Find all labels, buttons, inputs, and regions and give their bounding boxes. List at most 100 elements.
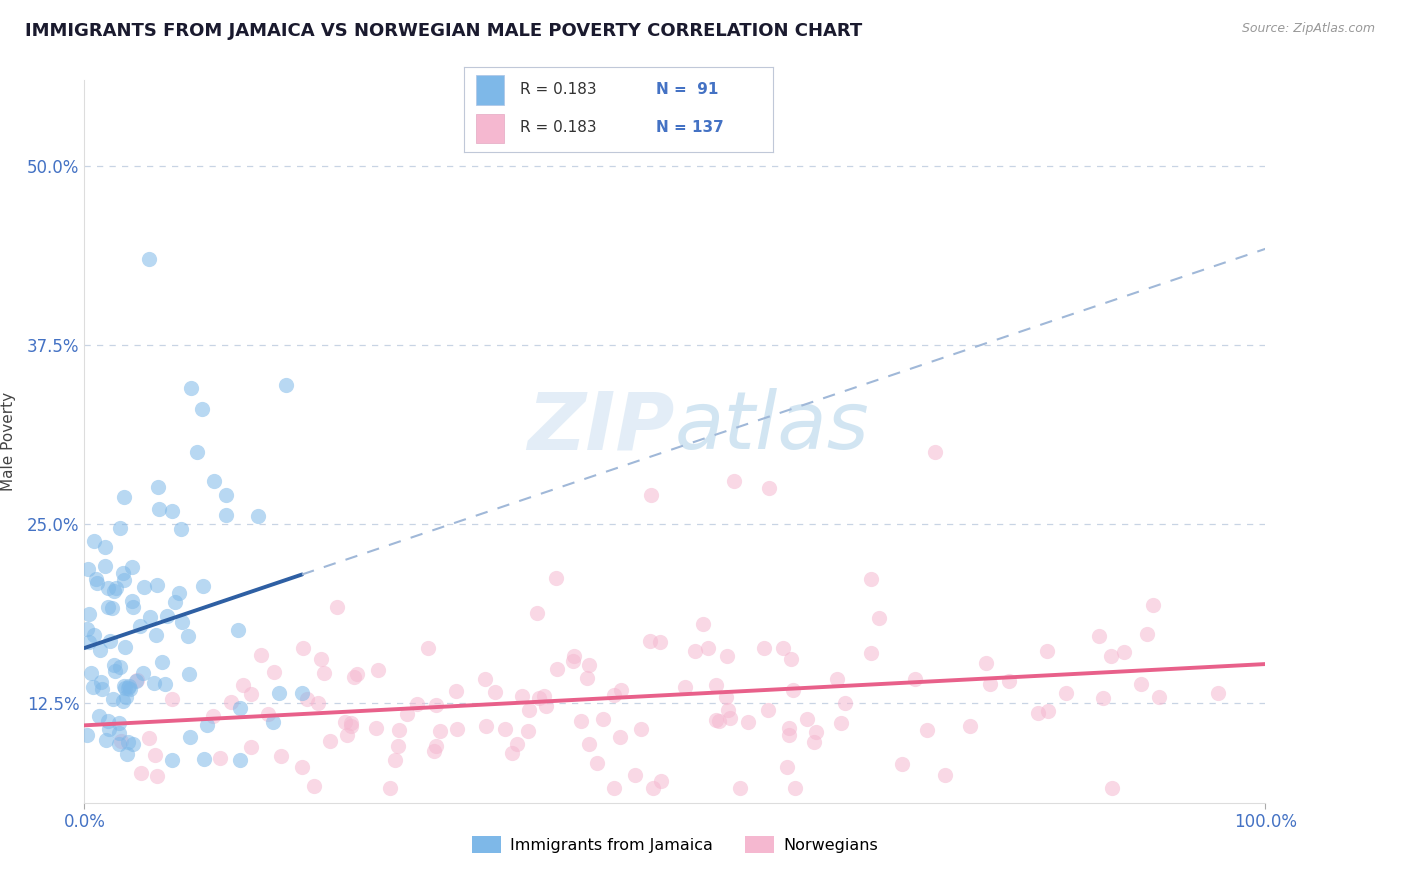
- Point: [578, 737, 600, 751]
- Text: R = 0.183: R = 0.183: [520, 82, 596, 97]
- Point: [1101, 781, 1123, 796]
- Point: [997, 673, 1019, 688]
- Point: [263, 665, 285, 679]
- Point: [307, 697, 329, 711]
- Point: [111, 566, 134, 581]
- FancyBboxPatch shape: [477, 76, 505, 105]
- Point: [115, 747, 138, 762]
- Point: [387, 739, 409, 753]
- Point: [510, 689, 533, 703]
- Point: [232, 678, 254, 692]
- Text: IMMIGRANTS FROM JAMAICA VS NORWEGIAN MALE POVERTY CORRELATION CHART: IMMIGRANTS FROM JAMAICA VS NORWEGIAN MAL…: [25, 22, 862, 40]
- Point: [782, 683, 804, 698]
- Point: [90, 681, 112, 696]
- Point: [776, 760, 799, 774]
- Point: [150, 655, 173, 669]
- Point: [603, 781, 626, 796]
- Point: [112, 693, 135, 707]
- Point: [100, 600, 122, 615]
- Point: [247, 509, 270, 524]
- Point: [339, 719, 361, 733]
- Point: [193, 752, 215, 766]
- Point: [723, 474, 745, 488]
- Point: [772, 641, 794, 656]
- Point: [650, 774, 672, 789]
- Point: [388, 723, 411, 737]
- Point: [84, 572, 107, 586]
- Point: [162, 504, 184, 518]
- Point: [153, 676, 176, 690]
- Point: [219, 695, 242, 709]
- Point: [97, 581, 120, 595]
- Point: [1136, 627, 1159, 641]
- Point: [474, 719, 496, 733]
- Point: [423, 744, 446, 758]
- Point: [446, 722, 468, 736]
- Point: [177, 629, 200, 643]
- Point: [924, 445, 946, 459]
- Point: [256, 707, 278, 722]
- Point: [785, 781, 807, 796]
- Point: [609, 682, 631, 697]
- Point: [93, 559, 115, 574]
- Point: [138, 609, 160, 624]
- FancyBboxPatch shape: [477, 113, 505, 143]
- Point: [384, 753, 406, 767]
- Point: [378, 781, 401, 796]
- Point: [638, 634, 661, 648]
- Point: [156, 608, 179, 623]
- Point: [714, 690, 737, 704]
- Point: [96, 733, 118, 747]
- Point: [110, 734, 132, 748]
- Legend: Immigrants from Jamaica, Norwegians: Immigrants from Jamaica, Norwegians: [465, 830, 884, 860]
- Text: ZIP: ZIP: [527, 388, 675, 467]
- Point: [215, 488, 238, 502]
- Point: [191, 579, 214, 593]
- Point: [779, 652, 801, 666]
- Point: [77, 635, 100, 649]
- Point: [737, 715, 759, 730]
- Point: [145, 628, 167, 642]
- Point: [115, 690, 138, 704]
- Point: [707, 714, 730, 729]
- Point: [859, 646, 882, 660]
- Point: [202, 474, 225, 488]
- Point: [309, 652, 332, 666]
- Point: [128, 619, 150, 633]
- Point: [121, 737, 143, 751]
- Point: [148, 501, 170, 516]
- Point: [132, 580, 155, 594]
- Point: [129, 765, 152, 780]
- Point: [501, 746, 523, 760]
- Point: [101, 692, 124, 706]
- Point: [83, 534, 105, 549]
- Point: [276, 378, 298, 392]
- Point: [98, 634, 121, 648]
- Point: [114, 679, 136, 693]
- Point: [270, 748, 292, 763]
- Point: [177, 667, 200, 681]
- Point: [79, 666, 101, 681]
- Point: [704, 713, 727, 727]
- Point: [302, 779, 325, 793]
- Point: [562, 649, 585, 664]
- Point: [121, 560, 143, 574]
- Point: [226, 623, 249, 637]
- Point: [444, 684, 467, 698]
- Point: [291, 760, 314, 774]
- Point: [1056, 686, 1078, 700]
- Point: [730, 781, 752, 796]
- Point: [796, 712, 818, 726]
- Point: [77, 562, 100, 576]
- Point: [533, 689, 555, 703]
- Point: [534, 698, 557, 713]
- Point: [675, 680, 697, 694]
- Point: [138, 252, 160, 266]
- Point: [778, 721, 800, 735]
- Text: N =  91: N = 91: [655, 82, 718, 97]
- Point: [94, 540, 117, 554]
- Point: [1149, 690, 1171, 704]
- Point: [291, 686, 314, 700]
- Point: [170, 522, 193, 536]
- Point: [1036, 644, 1059, 658]
